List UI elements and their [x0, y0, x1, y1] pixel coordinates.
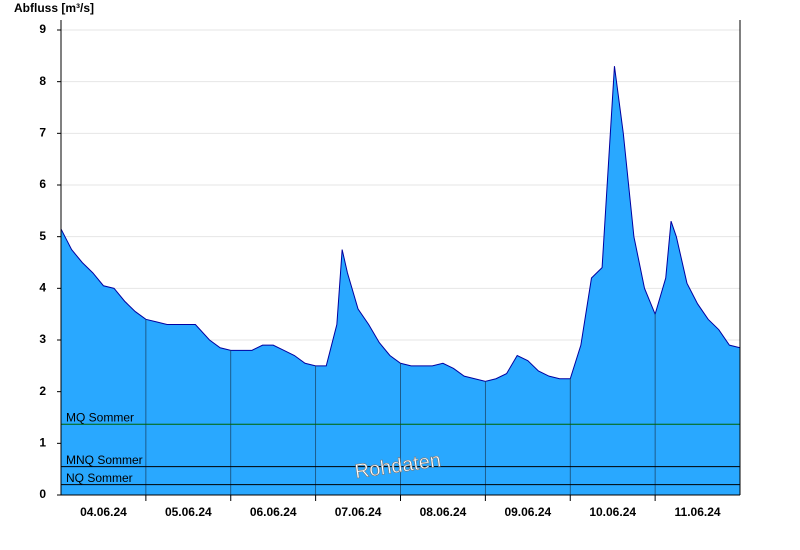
reference-label: MQ Sommer — [66, 410, 134, 424]
y-tick-label: 4 — [39, 281, 46, 295]
x-tick-label: 11.06.24 — [675, 505, 721, 519]
y-tick-label: 9 — [39, 22, 46, 36]
chart-title: Abfluss [m³/s] — [14, 1, 94, 15]
y-tick-label: 7 — [39, 126, 46, 140]
x-tick-label: 10.06.24 — [589, 505, 636, 519]
reference-label: NQ Sommer — [66, 471, 133, 485]
x-tick-label: 06.06.24 — [250, 505, 297, 519]
y-tick-label: 5 — [39, 229, 46, 243]
y-tick-label: 6 — [39, 177, 46, 191]
y-tick-label: 1 — [39, 436, 46, 450]
x-tick-label: 07.06.24 — [335, 505, 382, 519]
y-tick-label: 2 — [39, 384, 46, 398]
y-tick-label: 8 — [39, 74, 46, 88]
reference-label: MNQ Sommer — [66, 453, 143, 467]
x-tick-label: 05.06.24 — [165, 505, 212, 519]
y-tick-label: 3 — [39, 332, 46, 346]
y-tick-label: 0 — [39, 487, 46, 501]
x-tick-label: 08.06.24 — [420, 505, 467, 519]
x-tick-label: 09.06.24 — [504, 505, 551, 519]
x-tick-label: 04.06.24 — [80, 505, 127, 519]
